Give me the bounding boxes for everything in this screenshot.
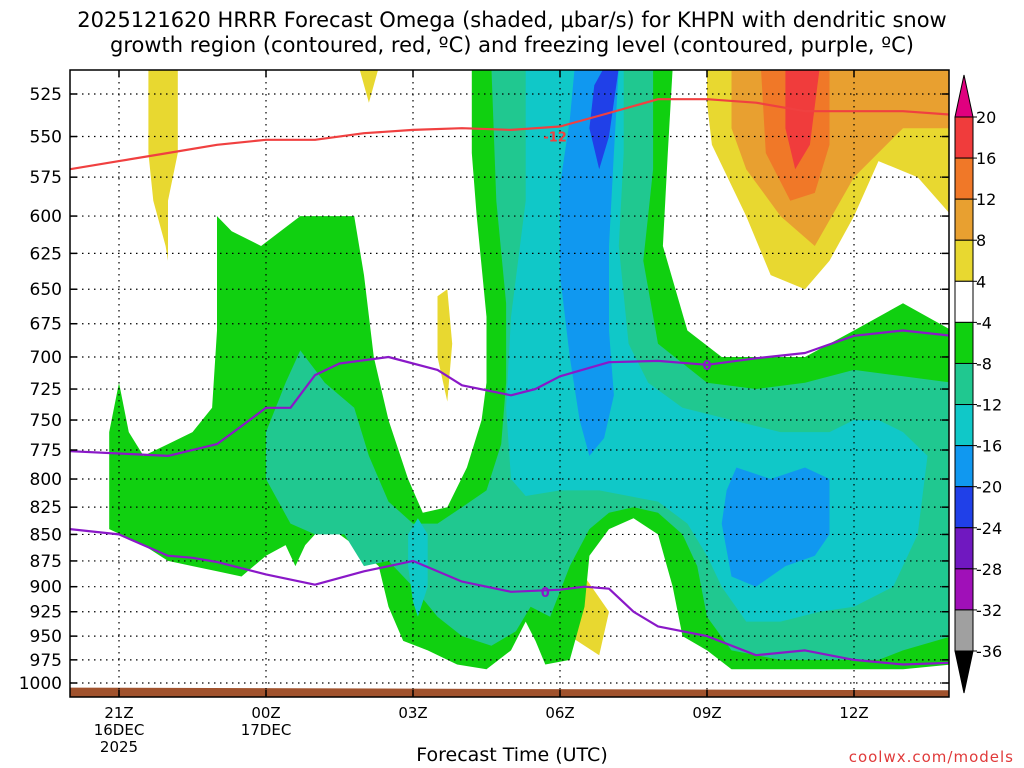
y-tick-label: 850 xyxy=(30,525,62,545)
colorbar-segment xyxy=(954,486,974,529)
dgz-contour-line xyxy=(70,98,949,171)
dgz-contour-label: -12 xyxy=(543,131,567,146)
y-tick-label: 875 xyxy=(30,552,62,572)
colorbar-label: -28 xyxy=(976,560,1002,579)
colorbar-segment xyxy=(954,239,974,282)
colorbar-label: -24 xyxy=(976,519,1002,538)
omega-region-4-to-8-0 xyxy=(148,70,178,261)
plot-frame xyxy=(69,69,950,698)
x-tick-label: 2025 xyxy=(100,738,138,756)
y-tick-label: 900 xyxy=(30,578,62,598)
colorbar-segment xyxy=(954,445,974,488)
colorbar-bottom-triangle xyxy=(954,650,974,694)
y-tick-label: 925 xyxy=(30,603,62,623)
colorbar-label: -8 xyxy=(976,354,992,373)
colorbar-segment xyxy=(954,116,974,159)
y-tick-label: 550 xyxy=(30,128,62,148)
colorbar-segment xyxy=(954,321,974,364)
x-tick-label: 17DEC xyxy=(241,721,292,739)
omega-region--20-to--16-0 xyxy=(560,70,619,456)
y-tick-label: 600 xyxy=(30,207,62,227)
colorbar-label: -12 xyxy=(976,396,1002,415)
y-tick-label: 750 xyxy=(30,411,62,431)
colorbar-segment xyxy=(954,404,974,447)
y-tick-label: 525 xyxy=(30,85,62,105)
y-tick-label: 625 xyxy=(30,244,62,264)
colorbar-label: -4 xyxy=(976,313,992,332)
colorbar-segment xyxy=(954,362,974,406)
omega-region--20-to--16-1 xyxy=(721,467,830,587)
ground-strip xyxy=(70,687,949,697)
credit-text: coolwx.com/models xyxy=(848,748,1014,766)
x-axis-label: Forecast Time (UTC) xyxy=(416,744,608,766)
x-tick-label: 06Z xyxy=(545,704,574,722)
colorbar-label: 12 xyxy=(976,190,996,209)
x-tick-label: 16DEC xyxy=(94,721,145,739)
freezing-level-contour-0-line xyxy=(70,329,949,457)
x-tick-label: 21Z xyxy=(104,704,133,722)
y-tick-label: 800 xyxy=(30,470,62,490)
chart-title-line-2: growth region (contoured, red, ºC) and f… xyxy=(110,33,914,57)
colorbar-top-triangle xyxy=(954,74,974,118)
y-tick-label: 650 xyxy=(30,280,62,300)
y-tick-label: 575 xyxy=(30,168,62,188)
x-tick-label: 00Z xyxy=(251,704,280,722)
omega-region-16-to-20-0 xyxy=(785,70,820,170)
y-tick-label: 700 xyxy=(30,348,62,368)
y-tick-label: 775 xyxy=(30,441,62,461)
colorbar-segment xyxy=(954,157,974,200)
omega-region-4-to-8-2 xyxy=(437,289,453,402)
colorbar-label: -32 xyxy=(976,601,1002,620)
omega-region--24-to--20-0 xyxy=(589,70,619,170)
colorbar-label: 20 xyxy=(976,108,996,127)
y-tick-label: 950 xyxy=(30,627,62,647)
colorbar-label: -20 xyxy=(976,478,1002,497)
colorbar-label: 16 xyxy=(976,149,996,168)
colorbar-segment xyxy=(954,609,974,652)
colorbar-segment xyxy=(954,280,974,323)
colorbar-segment xyxy=(954,568,974,611)
x-tick-label: 03Z xyxy=(398,704,427,722)
y-tick-label: 1000 xyxy=(19,674,62,694)
y-tick-label: 825 xyxy=(30,498,62,518)
y-tick-label: 675 xyxy=(30,315,62,335)
colorbar-label: -16 xyxy=(976,437,1002,456)
x-tick-label: 12Z xyxy=(839,704,868,722)
x-tick-label: 09Z xyxy=(692,704,721,722)
freezing-level-contour-1-label: 0 xyxy=(541,586,550,601)
colorbar-label: 4 xyxy=(976,272,986,291)
colorbar-segment xyxy=(954,527,974,570)
colorbar-label: -36 xyxy=(976,642,1002,661)
y-tick-label: 975 xyxy=(30,651,62,671)
colorbar-segment xyxy=(954,198,974,241)
colorbar-label: 8 xyxy=(976,231,986,250)
y-tick-label: 725 xyxy=(30,380,62,400)
omega-region-4-to-8-1 xyxy=(359,70,379,103)
freezing-level-contour-0-label: 0 xyxy=(702,359,711,374)
freezing-level-contour-1-line xyxy=(70,528,949,666)
chart-title-line-1: 2025121620 HRRR Forecast Omega (shaded, … xyxy=(77,8,947,32)
